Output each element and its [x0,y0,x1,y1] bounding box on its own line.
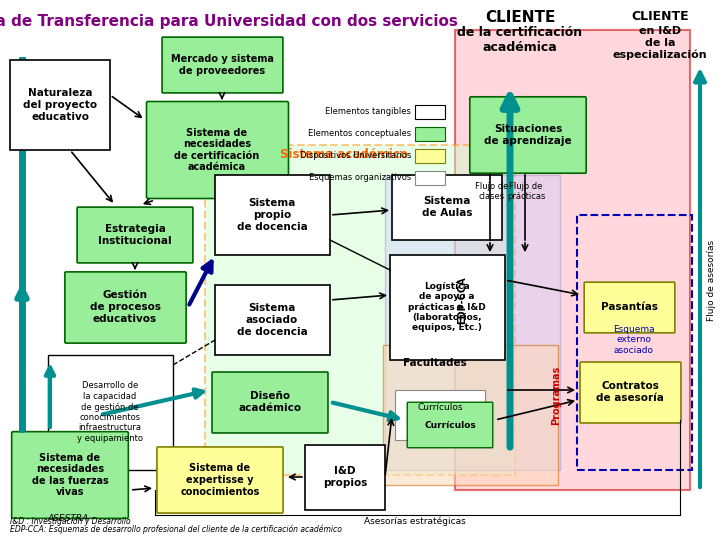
Text: I&D
propios: I&D propios [323,466,367,488]
Bar [385,175,560,470]
Text: Esquema
externo
asociado: Esquema externo asociado [613,325,654,355]
Text: Dispositivos Universitarios: Dispositivos Universitarios [300,152,411,160]
Bar [395,390,485,440]
Text: Estrategia
Institucional: Estrategia Institucional [98,224,172,246]
FancyBboxPatch shape [212,372,328,433]
Text: Flujo de asesorías: Flujo de asesorías [707,239,716,321]
Text: Pasantías: Pasantías [600,302,657,312]
Text: EDP-CCA: EDP-CCA [457,276,467,324]
Text: Sistema
propio
de docencia: Sistema propio de docencia [237,198,307,232]
Text: Sistema académico: Sistema académico [280,148,408,161]
Text: Gestión
de procesos
educativos: Gestión de procesos educativos [89,291,161,323]
Text: Facultades: Facultades [403,358,467,368]
Text: Flujo de
clases: Flujo de clases [475,182,509,201]
Text: Sistema
asociado
de docencia: Sistema asociado de docencia [237,303,307,336]
Bar [383,345,558,485]
Text: Naturaleza
del proyecto
educativo: Naturaleza del proyecto educativo [23,89,97,122]
Bar [415,105,445,119]
FancyBboxPatch shape [408,402,492,448]
Text: Sistema de
expertisse y
conocimientos: Sistema de expertisse y conocimientos [180,463,260,497]
Text: Elementos conceptuales: Elementos conceptuales [308,130,411,138]
Bar [455,30,690,490]
Bar [415,127,445,141]
FancyBboxPatch shape [470,97,586,173]
Bar [205,145,515,475]
Text: en I&D
de la
especialización: en I&D de la especialización [613,26,707,60]
Text: CLIENTE: CLIENTE [631,10,689,23]
Text: Sistema de
necesidades
de certificación
académica: Sistema de necesidades de certificación … [174,127,260,172]
FancyBboxPatch shape [580,362,681,423]
Text: ASESTRA: ASESTRA [48,514,89,523]
Bar [392,175,502,240]
Text: Situaciones
de aprendizaje: Situaciones de aprendizaje [484,124,572,146]
FancyBboxPatch shape [65,272,186,343]
Bar [215,285,330,355]
Bar [415,171,445,185]
Text: Sistema de
necesidades
de las fuerzas
vivas: Sistema de necesidades de las fuerzas vi… [32,453,109,497]
Text: Cadena de Transferencia para Universidad con dos servicios: Cadena de Transferencia para Universidad… [0,14,458,29]
Bar [305,445,385,510]
Text: I&D : Investigación y Desarrollo: I&D : Investigación y Desarrollo [10,516,130,526]
Text: EDP-CCA: Esquemas de desarrollo profesional del cliente de la certificación acad: EDP-CCA: Esquemas de desarrollo profesio… [10,524,342,534]
Text: Diseño
académico: Diseño académico [238,391,302,413]
FancyBboxPatch shape [146,102,289,199]
Text: CLIENTE: CLIENTE [485,10,555,25]
Bar [415,149,445,163]
Text: Sistema
de Aulas: Sistema de Aulas [422,196,472,218]
FancyBboxPatch shape [12,431,128,518]
Bar [10,60,110,150]
Text: Esquemas organizativos: Esquemas organizativos [309,173,411,183]
FancyBboxPatch shape [77,207,193,263]
Text: Elementos tangibles: Elementos tangibles [325,107,411,117]
Bar [390,255,505,360]
Text: Asesorías estratégicas: Asesorías estratégicas [364,517,466,526]
Text: Flujo de
prácticas: Flujo de prácticas [507,182,545,201]
Text: Currículos: Currículos [424,421,476,429]
Text: Mercado y sistema
de proveedores: Mercado y sistema de proveedores [171,54,274,76]
Text: Currículos: Currículos [418,403,463,413]
Text: Contratos
de asesoría: Contratos de asesoría [596,381,664,403]
FancyBboxPatch shape [584,282,675,333]
Bar [215,175,330,255]
Bar [48,355,173,470]
Text: de la certificación
académica: de la certificación académica [457,26,582,54]
Text: Logística
de apoyo a
prácticas e I&D
(laboratorios,
equipos, Etc.): Logística de apoyo a prácticas e I&D (la… [408,282,486,332]
FancyBboxPatch shape [157,447,283,513]
Text: Desarrollo de
la capacidad
de gestión de
conocimientos
infraestructura
y equipam: Desarrollo de la capacidad de gestión de… [77,381,143,443]
Text: Programas: Programas [551,366,561,424]
FancyBboxPatch shape [162,37,283,93]
Bar [577,215,692,470]
